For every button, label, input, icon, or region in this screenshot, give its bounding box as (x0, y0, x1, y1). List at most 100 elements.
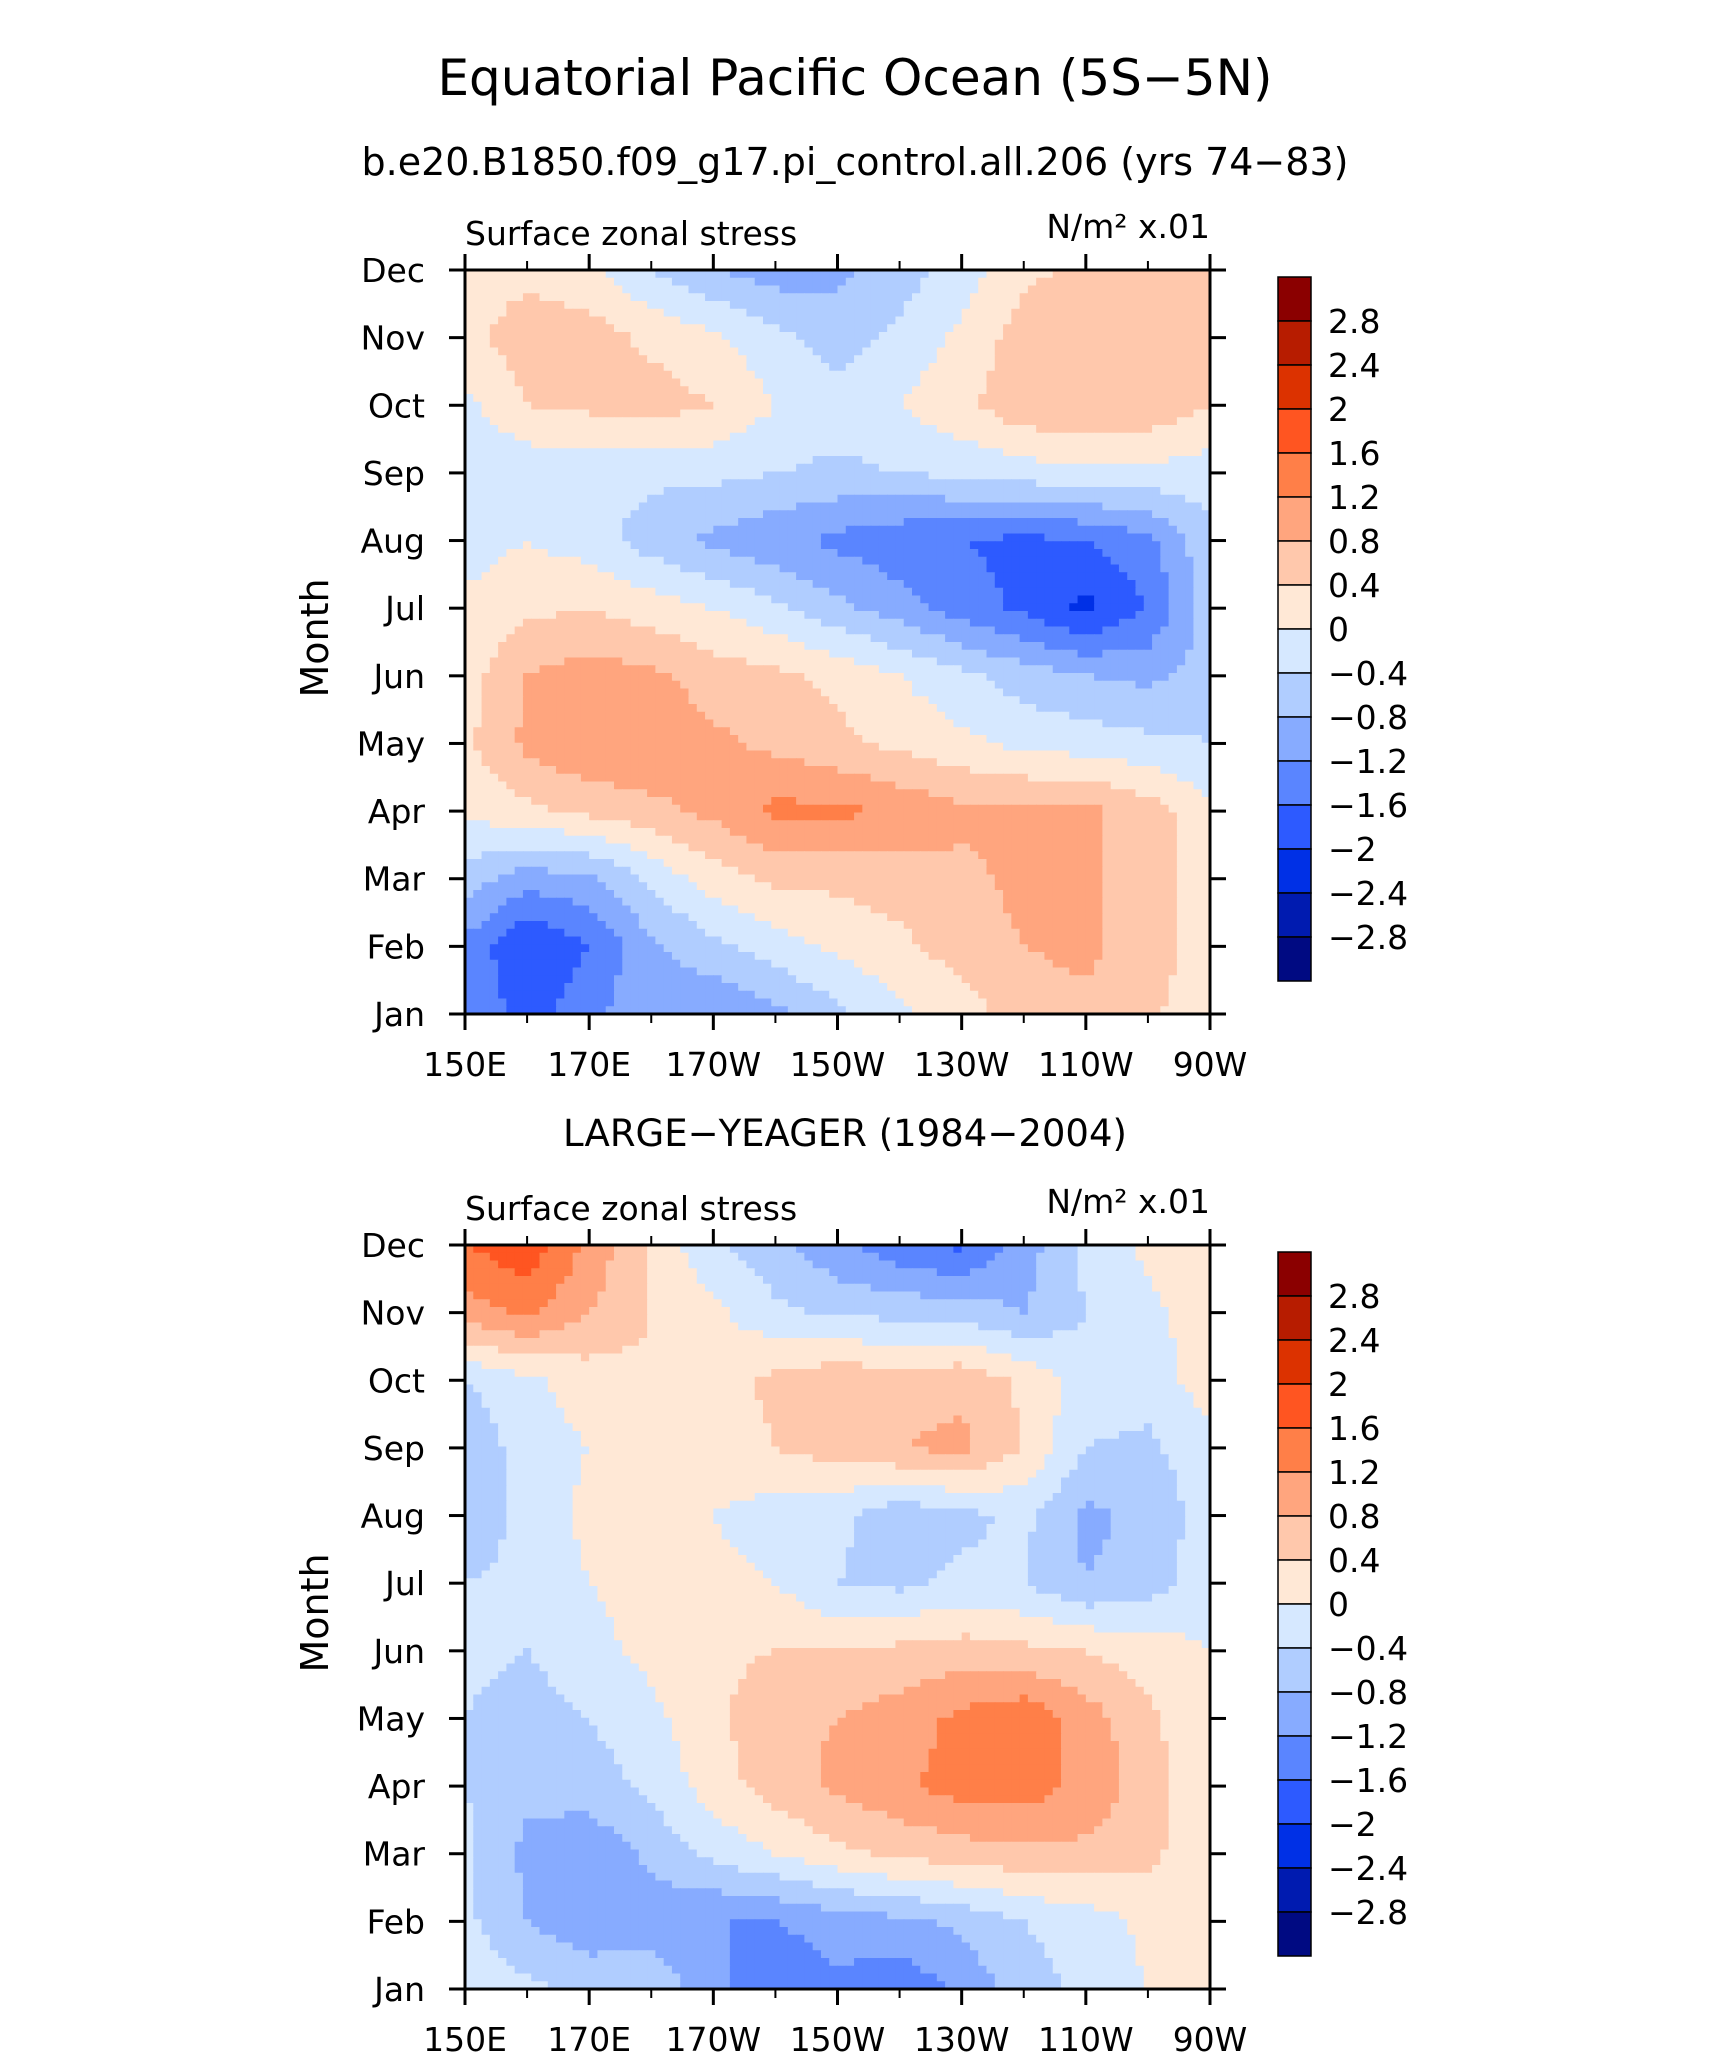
heat-cell (1168, 363, 1178, 372)
heat-cell (746, 603, 756, 612)
heat-cell (986, 270, 996, 279)
heat-cell (1061, 339, 1070, 349)
heat-cell (738, 308, 748, 318)
heat-cell (1127, 293, 1137, 302)
heat-cell (580, 355, 590, 364)
heat-cell (1003, 386, 1012, 395)
heat-cell (531, 494, 541, 504)
heat-cell (680, 611, 690, 620)
heat-cell (1152, 657, 1161, 666)
heat-cell (729, 370, 739, 380)
heat-cell (473, 394, 483, 403)
heat-cell (729, 479, 739, 488)
heat-cell (1036, 456, 1046, 465)
heat-cell (1160, 618, 1170, 628)
heat-cell (862, 680, 872, 690)
heat-cell (481, 277, 491, 287)
heat-cell (1011, 564, 1021, 573)
heat-cell (489, 673, 499, 682)
heat-cell (1019, 673, 1029, 682)
heat-cell (713, 479, 723, 488)
heat-cell (498, 316, 507, 325)
heat-cell (854, 308, 863, 318)
heat-cell (1019, 556, 1029, 566)
heat-cell (1160, 332, 1170, 341)
heat-cell (1193, 293, 1203, 302)
heat-cell (531, 510, 541, 519)
heat-cell (928, 332, 938, 341)
heat-cell (556, 324, 565, 333)
heat-cell (713, 394, 723, 403)
heat-cell (1160, 673, 1170, 682)
heat-cell (953, 293, 963, 302)
heat-cell (1102, 657, 1112, 666)
heat-cell (779, 440, 789, 449)
heat-cell (688, 502, 698, 511)
heat-cell (1152, 642, 1161, 651)
heat-cell (713, 401, 723, 411)
heat-cell (961, 270, 971, 279)
heat-cell (1085, 595, 1095, 604)
heat-cell (895, 409, 905, 418)
heat-cell (1185, 510, 1195, 519)
heat-cell (1003, 525, 1012, 535)
heat-cell (1077, 417, 1087, 426)
heat-cell (1201, 339, 1211, 349)
heat-cell (688, 463, 698, 473)
heat-cell (928, 510, 938, 519)
heat-cell (820, 626, 830, 635)
heat-cell (647, 293, 656, 302)
heat-cell (1036, 339, 1046, 349)
heat-cell (597, 316, 607, 325)
heat-cell (1003, 417, 1012, 426)
heat-cell (638, 363, 648, 372)
heat-cell (1193, 611, 1203, 620)
heat-cell (1201, 587, 1211, 597)
heat-cell (787, 541, 797, 550)
heat-cell (522, 285, 532, 294)
heat-cell (746, 479, 756, 488)
heat-cell (597, 618, 607, 628)
heat-cell (763, 541, 772, 550)
heat-cell (696, 378, 706, 387)
heat-cell (1127, 680, 1137, 690)
heat-cell (845, 587, 855, 597)
heat-cell (1152, 448, 1161, 457)
heat-cell (804, 510, 814, 519)
heat-cell (1176, 347, 1186, 356)
heat-cell (953, 432, 963, 442)
heat-cell (572, 688, 582, 697)
heat-cell (763, 339, 772, 349)
heat-cell (746, 634, 756, 643)
heat-cell (895, 394, 905, 403)
heat-cell (920, 634, 930, 643)
heat-cell (564, 471, 574, 480)
heat-cell (1168, 285, 1178, 294)
heat-cell (1085, 301, 1095, 310)
heat-cell (1135, 456, 1145, 465)
heat-cell (1061, 533, 1070, 542)
heat-cell (969, 308, 979, 318)
heat-cell (597, 634, 607, 643)
heat-cell (754, 432, 764, 442)
heat-cell (622, 518, 632, 527)
heat-cell (614, 425, 623, 434)
heat-cell (564, 339, 574, 349)
heat-cell (729, 332, 739, 341)
heat-cell (961, 533, 971, 542)
heat-cell (655, 285, 665, 294)
heat-cell (920, 425, 930, 434)
heat-cell (787, 425, 797, 434)
heat-cell (928, 665, 938, 674)
heat-cell (680, 525, 690, 535)
heat-cell (986, 347, 996, 356)
heat-cell (961, 394, 971, 403)
heat-cell (1003, 440, 1012, 449)
heat-cell (903, 324, 913, 333)
heat-cell (1052, 533, 1062, 542)
heat-cell (564, 541, 574, 550)
heat-cell (1110, 409, 1120, 418)
heat-cell (986, 332, 996, 341)
heat-cell (622, 463, 632, 473)
heat-cell (887, 595, 897, 604)
